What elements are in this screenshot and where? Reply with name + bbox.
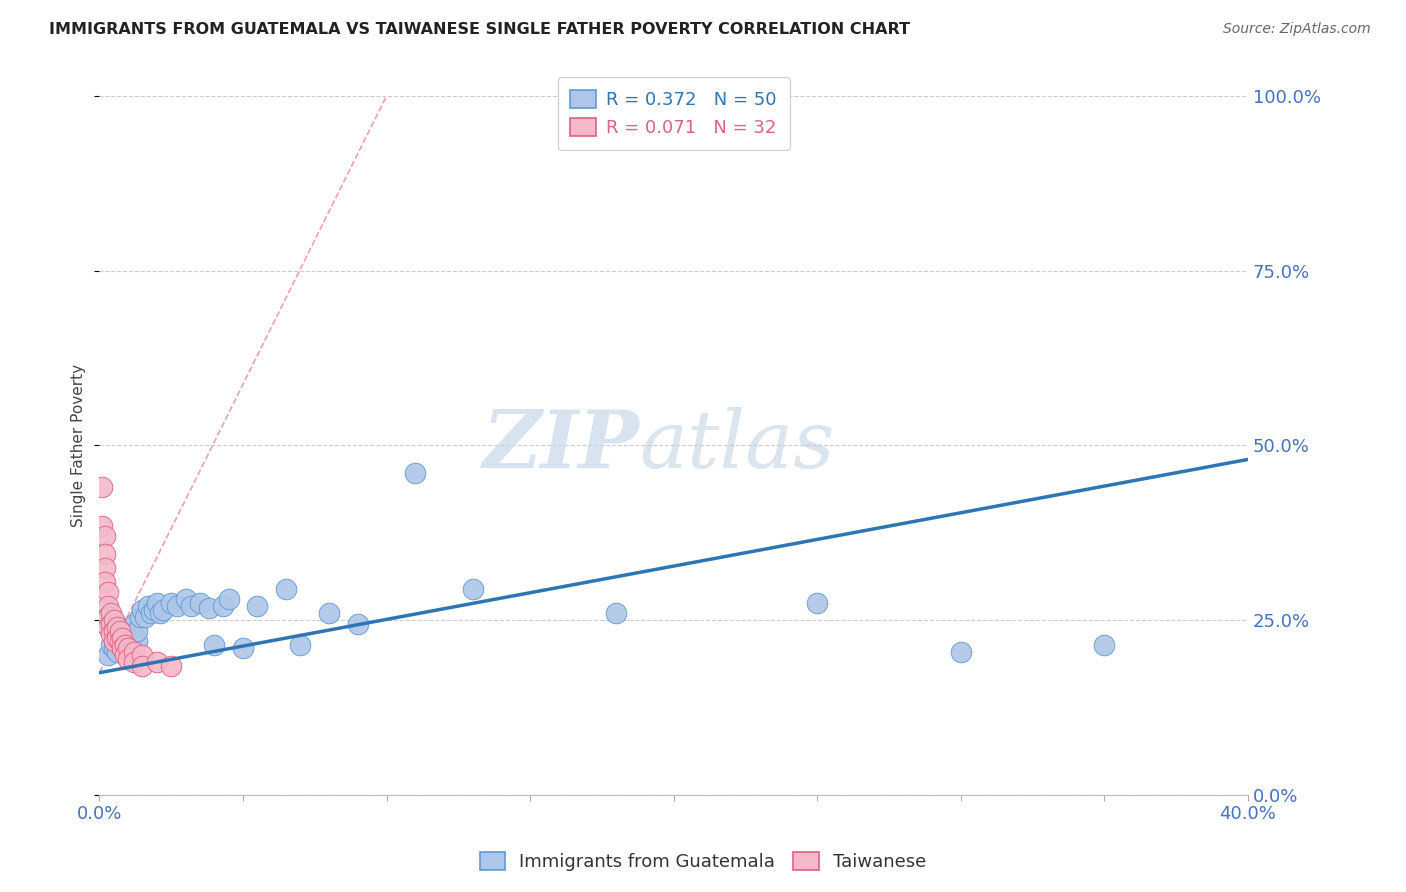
Point [218, 592, 240, 607]
Point [114, 624, 136, 638]
Point [136, 599, 159, 614]
Point [146, 655, 169, 669]
Point [146, 596, 169, 610]
Point [212, 599, 235, 614]
Point [117, 641, 139, 656]
Point [114, 648, 136, 663]
Point [100, 638, 122, 652]
Point [117, 651, 139, 665]
Point [91, 480, 114, 494]
Point [246, 599, 269, 614]
Y-axis label: Single Father Poverty: Single Father Poverty [72, 364, 86, 527]
Point [105, 620, 128, 634]
Point [188, 596, 211, 610]
Point [94, 561, 117, 575]
Point [111, 641, 134, 656]
Point [100, 616, 122, 631]
Point [143, 603, 166, 617]
Point [105, 631, 128, 645]
Text: ZIP: ZIP [482, 407, 640, 484]
Point [94, 547, 117, 561]
Point [94, 529, 117, 543]
Point [1092, 638, 1115, 652]
Text: IMMIGRANTS FROM GUATEMALA VS TAIWANESE SINGLE FATHER POVERTY CORRELATION CHART: IMMIGRANTS FROM GUATEMALA VS TAIWANESE S… [49, 22, 910, 37]
Point [103, 613, 125, 627]
Point [97, 585, 120, 599]
Legend: R = 0.372   N = 50, R = 0.071   N = 32: R = 0.372 N = 50, R = 0.071 N = 32 [558, 77, 790, 150]
Point [160, 658, 183, 673]
Point [108, 627, 131, 641]
Point [120, 631, 142, 645]
Point [103, 634, 125, 648]
Point [131, 658, 153, 673]
Point [108, 638, 131, 652]
Point [122, 616, 145, 631]
Point [97, 609, 120, 624]
Point [108, 624, 131, 638]
Point [197, 600, 219, 615]
Point [120, 620, 142, 634]
Point [274, 582, 297, 596]
Point [114, 638, 136, 652]
Point [949, 645, 972, 659]
Point [91, 519, 114, 533]
Point [122, 645, 145, 659]
Point [131, 648, 153, 663]
Point [100, 607, 122, 621]
Point [122, 655, 145, 669]
Point [202, 638, 225, 652]
Point [605, 607, 627, 621]
Point [166, 599, 188, 614]
Point [122, 627, 145, 641]
Text: Source: ZipAtlas.com: Source: ZipAtlas.com [1223, 22, 1371, 37]
Text: atlas: atlas [640, 407, 835, 484]
Point [103, 641, 125, 656]
Point [131, 603, 153, 617]
Point [97, 648, 120, 663]
Point [125, 624, 148, 638]
Point [290, 638, 312, 652]
Point [346, 616, 368, 631]
Point [103, 631, 125, 645]
Point [318, 607, 340, 621]
Point [806, 596, 828, 610]
Point [111, 641, 134, 656]
Point [404, 467, 426, 481]
Point [97, 620, 120, 634]
Point [117, 638, 139, 652]
Point [125, 634, 148, 648]
Point [160, 596, 183, 610]
Point [108, 634, 131, 648]
Point [111, 631, 134, 645]
Point [152, 603, 174, 617]
Point [139, 607, 162, 621]
Point [105, 645, 128, 659]
Legend: Immigrants from Guatemala, Taiwanese: Immigrants from Guatemala, Taiwanese [472, 845, 934, 879]
Point [103, 624, 125, 638]
Point [174, 592, 197, 607]
Point [117, 627, 139, 641]
Point [149, 607, 172, 621]
Point [94, 574, 117, 589]
Point [100, 627, 122, 641]
Point [97, 599, 120, 614]
Point [128, 609, 150, 624]
Point [105, 634, 128, 648]
Point [111, 631, 134, 645]
Point [461, 582, 484, 596]
Point [134, 609, 156, 624]
Point [114, 634, 136, 648]
Point [180, 599, 202, 614]
Point [232, 641, 254, 656]
